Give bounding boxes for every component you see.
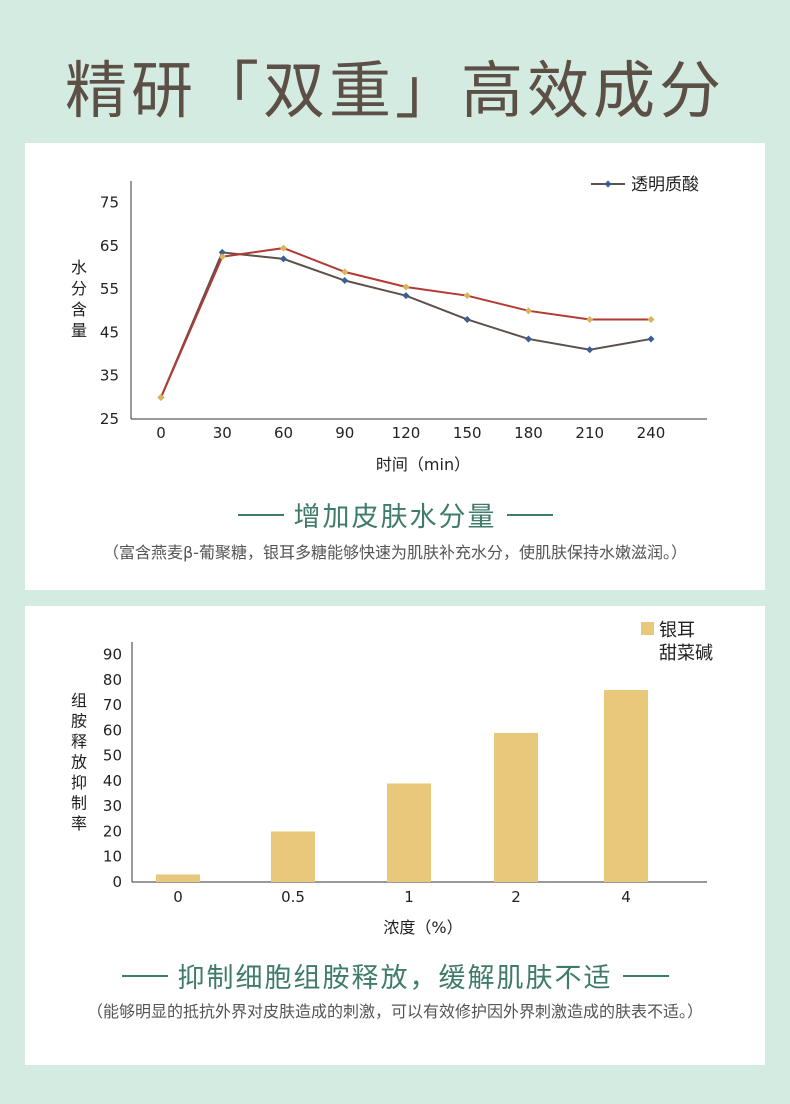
data-point xyxy=(218,248,226,256)
x-axis-label: 浓度（%） xyxy=(383,918,462,937)
x-tick-label: 120 xyxy=(392,424,421,442)
x-tick-label: 150 xyxy=(453,424,482,442)
data-point xyxy=(647,335,655,343)
y-tick-label: 0 xyxy=(112,873,122,891)
histamine-heading: 抑制细胞组胺释放，缓解肌肤不适 xyxy=(25,956,765,995)
legend-marker xyxy=(604,180,612,188)
page-title: 精研「双重」高效成分 xyxy=(64,54,725,127)
y-axis-label-char: 分 xyxy=(71,279,87,298)
data-point xyxy=(218,253,226,261)
x-tick-label: 180 xyxy=(514,424,543,442)
moisture-note: （富含燕麦β-葡聚糖，银耳多糖能够快速为肌肤补充水分，使肌肤保持水嫩滋润。） xyxy=(103,543,687,562)
bar xyxy=(387,783,431,882)
y-axis-label-char: 组 xyxy=(71,691,87,710)
data-point xyxy=(525,307,532,315)
y-axis-label-char: 胺 xyxy=(71,712,87,731)
y-tick-label: 80 xyxy=(103,671,122,689)
y-tick-label: 20 xyxy=(103,822,122,840)
y-axis-label-char: 抑 xyxy=(71,773,87,792)
bar xyxy=(604,690,648,882)
data-point xyxy=(280,255,287,263)
y-tick-label: 30 xyxy=(103,797,122,815)
y-tick-label: 35 xyxy=(100,367,119,385)
x-tick-label: 90 xyxy=(335,424,354,442)
legend-label: 银耳 xyxy=(659,620,695,641)
data-point xyxy=(525,335,532,343)
y-tick-label: 40 xyxy=(103,772,122,790)
y-tick-label: 55 xyxy=(100,280,119,298)
moisture-heading: 增加皮肤水分量 xyxy=(25,495,765,534)
data-point xyxy=(463,292,471,300)
y-axis-label-char: 制 xyxy=(71,794,87,813)
x-tick-label: 0 xyxy=(156,424,166,442)
heading-rule-left xyxy=(237,513,284,516)
data-point xyxy=(402,292,410,300)
legend-label: 甜菜碱 xyxy=(659,643,713,664)
y-axis-label-char: 率 xyxy=(71,814,87,833)
data-point xyxy=(586,346,594,354)
data-point xyxy=(280,244,287,252)
x-tick-label: 2 xyxy=(511,888,521,906)
bar xyxy=(156,874,200,882)
y-tick-label: 50 xyxy=(103,747,122,765)
data-point xyxy=(647,315,655,323)
x-tick-label: 0.5 xyxy=(281,888,305,906)
y-axis-label-char: 放 xyxy=(71,753,87,772)
y-tick-label: 65 xyxy=(100,237,119,255)
data-point xyxy=(463,315,471,323)
data-point xyxy=(586,315,594,323)
y-tick-label: 75 xyxy=(100,194,119,212)
heading-rule-right xyxy=(622,974,669,977)
moisture-chart-card: 25 35 45 55 65 75 0 30 60 90 120 150 180 210 240 时间（min… xyxy=(25,143,765,590)
y-axis-label-char: 释 xyxy=(71,732,87,751)
x-axis-label: 时间（min） xyxy=(376,455,470,474)
histamine-note: （能够明显的抵抗外界对皮肤造成的刺激，可以有效修护因外界刺激造成的肤表不适。） xyxy=(86,1002,703,1021)
histamine-heading-text: 抑制细胞组胺释放，缓解肌肤不适 xyxy=(177,963,613,994)
y-tick-label: 45 xyxy=(100,323,119,341)
data-point xyxy=(341,268,349,276)
x-tick-label: 60 xyxy=(274,424,293,442)
histamine-chart-card: 0 10 20 30 40 50 60 70 80 90 0 0.5 1 2 4 浓度（%） 组胺释放抑制率 银耳… xyxy=(25,606,765,1065)
legend-swatch xyxy=(641,622,654,635)
x-tick-label: 210 xyxy=(575,424,604,442)
series-line-0 xyxy=(160,251,652,398)
y-tick-label: 25 xyxy=(100,410,119,428)
y-tick-label: 90 xyxy=(103,646,122,664)
data-point xyxy=(402,283,410,291)
y-axis-label-char: 量 xyxy=(71,321,87,340)
x-tick-label: 0 xyxy=(173,888,183,906)
bar xyxy=(271,831,315,882)
heading-rule-right xyxy=(506,513,553,516)
x-tick-label: 30 xyxy=(213,424,232,442)
y-tick-label: 70 xyxy=(103,696,122,714)
moisture-line-chart: 25 35 45 55 65 75 0 30 60 90 120 150 180 210 240 时间（min… xyxy=(71,175,707,474)
y-axis-label-char: 水 xyxy=(71,258,87,277)
legend-label: 透明质酸 xyxy=(631,175,699,195)
y-axis-label-char: 含 xyxy=(71,300,87,319)
y-tick-label: 10 xyxy=(103,848,122,866)
heading-rule-left xyxy=(121,974,168,977)
bar xyxy=(494,732,538,882)
x-tick-label: 240 xyxy=(637,424,666,442)
data-point xyxy=(157,393,165,401)
moisture-heading-text: 增加皮肤水分量 xyxy=(293,502,497,533)
x-tick-label: 4 xyxy=(621,888,631,906)
y-tick-label: 60 xyxy=(103,721,122,739)
data-point xyxy=(341,277,349,285)
x-tick-label: 1 xyxy=(404,888,414,906)
series-line-1 xyxy=(160,247,651,398)
